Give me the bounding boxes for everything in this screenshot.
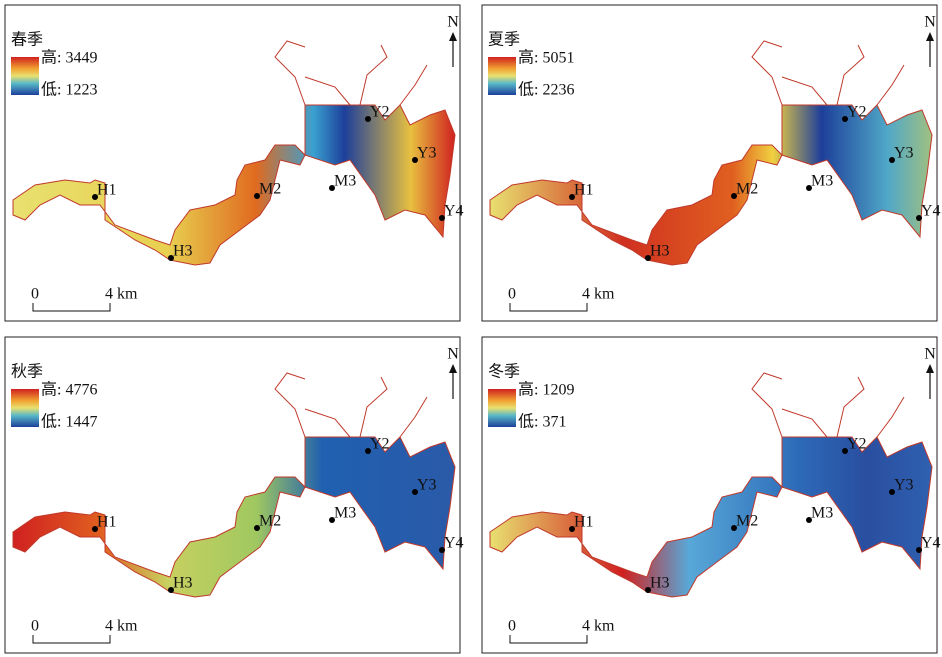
station-label: H1: [574, 514, 594, 531]
station-label: Y4: [921, 203, 941, 220]
station-label: Y2: [370, 104, 390, 121]
station-label: M3: [334, 505, 356, 522]
legend-high: 高: 1209: [518, 381, 574, 399]
scale-distance: 4 km: [105, 286, 138, 303]
station-label: M2: [736, 513, 758, 530]
legend-high: 高: 3449: [41, 49, 97, 67]
scale-zero: 0: [31, 618, 39, 635]
map-panel: 冬季高: 1209 低: 371 N H1 H3 M2 M3 Y2 Y3 Y4 0 4 km: [482, 337, 941, 653]
station-label: H1: [574, 182, 594, 199]
north-label: N: [924, 346, 936, 363]
north-label: N: [924, 14, 936, 31]
station-label: Y2: [847, 104, 867, 121]
legend-low: 低: 1223: [41, 81, 97, 99]
station-label: Y4: [921, 535, 941, 552]
legend-ramp: [488, 389, 516, 427]
station-label: Y3: [417, 477, 437, 494]
north-label: N: [447, 346, 459, 363]
season-label: 秋季: [11, 363, 43, 381]
station-label: Y2: [847, 436, 867, 453]
season-label: 春季: [11, 31, 43, 49]
station-label: H3: [650, 575, 670, 592]
station-label: H1: [97, 182, 117, 199]
map-panel: 夏季高: 5051 低: 2236 N H1 H3 M2 M3 Y2 Y3 Y4 0 4 km: [482, 5, 941, 321]
station-label: Y3: [417, 145, 437, 162]
map-panel: 春季高: 3449 低: 1223 N H1 H3 M2 M3 Y2 Y3 Y4 0 4 km: [5, 5, 464, 321]
scale-distance: 4 km: [105, 618, 138, 635]
station-label: Y4: [444, 203, 464, 220]
station-label: M2: [259, 513, 281, 530]
legend-high: 高: 5051: [518, 49, 574, 67]
legend-ramp: [11, 389, 39, 427]
legend-low: 低: 371: [518, 413, 566, 431]
scale-distance: 4 km: [582, 618, 615, 635]
station-label: Y4: [444, 535, 464, 552]
scale-zero: 0: [508, 286, 516, 303]
north-label: N: [447, 14, 459, 31]
station-label: Y3: [894, 145, 914, 162]
station-label: M2: [259, 181, 281, 198]
scale-distance: 4 km: [582, 286, 615, 303]
station-label: H3: [173, 575, 193, 592]
scale-zero: 0: [31, 286, 39, 303]
station-label: Y2: [370, 436, 390, 453]
legend-ramp: [488, 57, 516, 95]
season-label: 冬季: [488, 363, 520, 381]
station-label: M3: [811, 173, 833, 190]
station-label: M2: [736, 181, 758, 198]
station-label: M3: [811, 505, 833, 522]
legend-high: 高: 4776: [41, 381, 97, 399]
station-label: H1: [97, 514, 117, 531]
legend-low: 低: 1447: [41, 413, 97, 431]
legend-ramp: [11, 57, 39, 95]
station-label: Y3: [894, 477, 914, 494]
station-label: H3: [650, 243, 670, 260]
figure: 春季高: 3449低: 1223NH1H3M2M3Y2Y3Y404 km夏季高:…: [0, 0, 942, 657]
legend-low: 低: 2236: [518, 81, 574, 99]
map-panel: 秋季高: 4776 低: 1447 N H1 H3 M2 M3 Y2 Y3 Y4 0 4 km: [5, 337, 464, 653]
station-label: M3: [334, 173, 356, 190]
station-label: H3: [173, 243, 193, 260]
scale-zero: 0: [508, 618, 516, 635]
season-label: 夏季: [488, 31, 520, 49]
